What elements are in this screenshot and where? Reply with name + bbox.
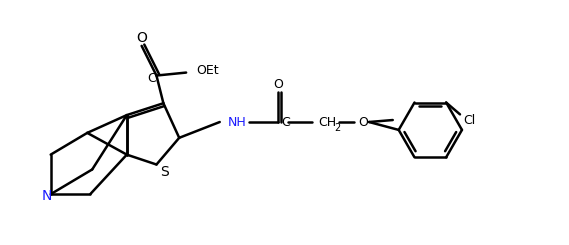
Text: CH: CH: [319, 115, 337, 129]
Text: Cl: Cl: [464, 114, 476, 127]
Text: OEt: OEt: [196, 64, 219, 77]
Text: O: O: [358, 115, 368, 129]
Text: C: C: [147, 72, 156, 85]
Text: O: O: [136, 31, 147, 45]
Text: N: N: [42, 189, 52, 203]
Text: 2: 2: [334, 123, 340, 133]
Text: S: S: [160, 165, 169, 179]
Text: O: O: [273, 78, 283, 91]
Text: C: C: [282, 115, 290, 129]
Text: NH: NH: [228, 115, 247, 129]
